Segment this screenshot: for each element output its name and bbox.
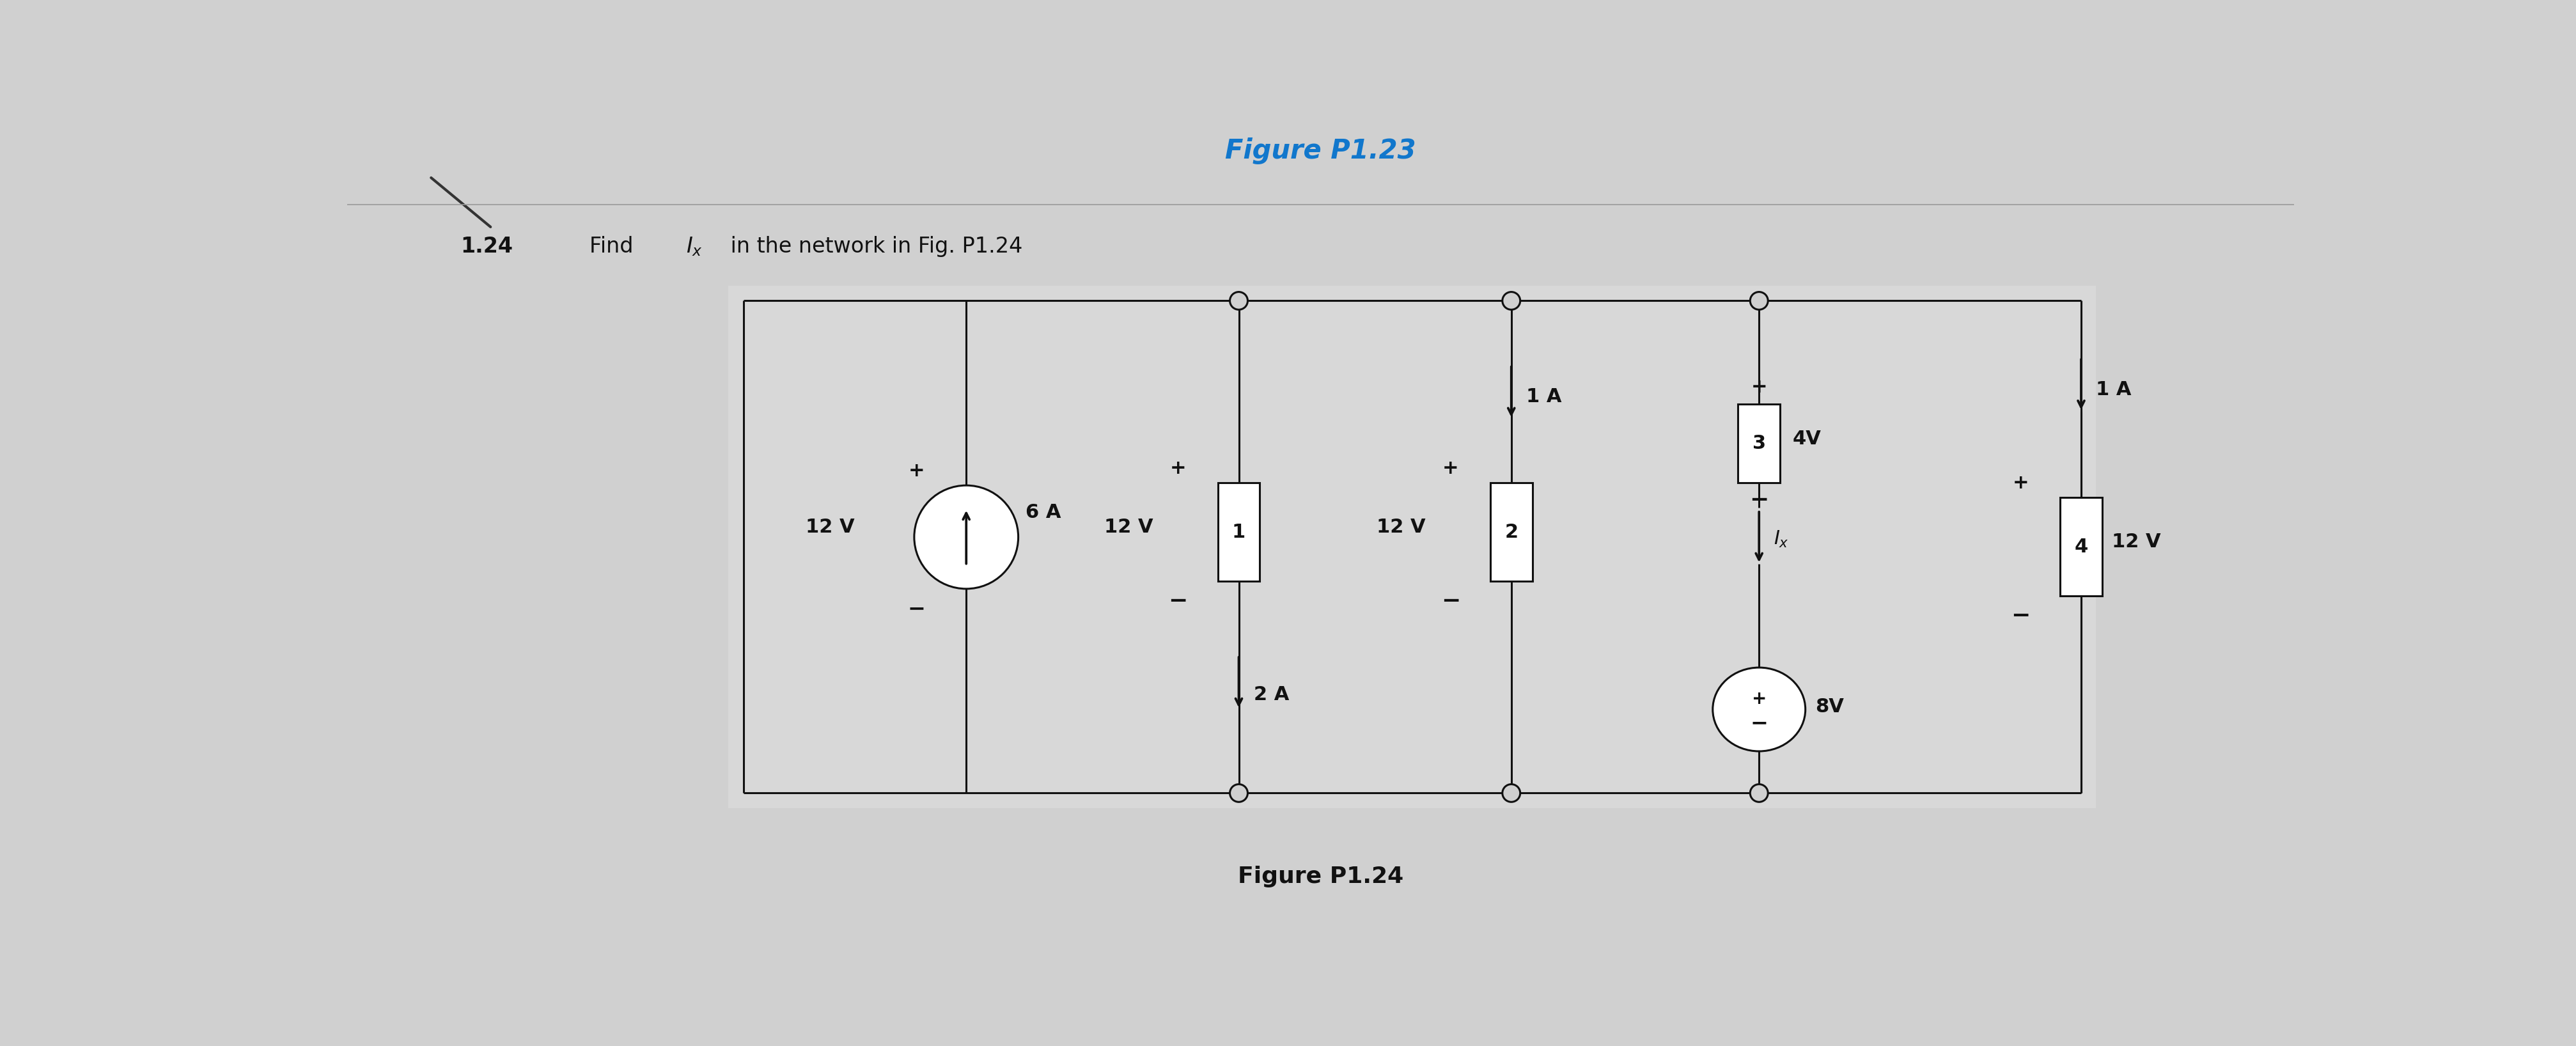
Text: 4V: 4V — [1793, 429, 1821, 448]
Text: 3: 3 — [1752, 434, 1765, 453]
Text: in the network in Fig. P1.24: in the network in Fig. P1.24 — [724, 236, 1023, 257]
Text: $\mathit{I_x}$: $\mathit{I_x}$ — [685, 235, 703, 257]
Circle shape — [1229, 292, 1247, 310]
Text: 4: 4 — [2074, 538, 2087, 556]
Text: −: − — [1440, 590, 1461, 612]
Text: 1.24: 1.24 — [461, 236, 513, 257]
Text: 6 A: 6 A — [1025, 503, 1061, 522]
Text: +: + — [1752, 689, 1767, 707]
Text: 12 V: 12 V — [806, 518, 855, 537]
Text: 1: 1 — [1231, 523, 1244, 542]
Bar — [2061, 498, 2102, 596]
Text: −: − — [1749, 490, 1767, 511]
Ellipse shape — [1713, 667, 1806, 751]
Text: 2 A: 2 A — [1255, 685, 1288, 704]
Circle shape — [914, 485, 1018, 589]
Text: 8V: 8V — [1816, 698, 1844, 717]
Text: Figure P1.23: Figure P1.23 — [1224, 137, 1417, 164]
Text: 12 V: 12 V — [1376, 518, 1425, 537]
Circle shape — [1749, 292, 1767, 310]
Text: −: − — [907, 598, 925, 619]
Text: +: + — [1443, 459, 1458, 477]
Circle shape — [1749, 784, 1767, 802]
Text: Find: Find — [590, 236, 639, 257]
Text: +: + — [909, 461, 925, 480]
Text: +: + — [2012, 474, 2027, 493]
Circle shape — [1229, 784, 1247, 802]
Text: −: − — [1167, 590, 1188, 612]
Text: Figure P1.24: Figure P1.24 — [1236, 866, 1404, 888]
Text: 12 V: 12 V — [1105, 518, 1154, 537]
Bar — [1489, 483, 1533, 582]
Text: 12 V: 12 V — [2112, 532, 2161, 551]
FancyBboxPatch shape — [729, 286, 2094, 808]
Text: −: − — [2009, 605, 2030, 627]
Text: $I_x$: $I_x$ — [1772, 529, 1788, 549]
Text: 1 A: 1 A — [1525, 387, 1561, 406]
Bar — [1739, 404, 1780, 483]
Circle shape — [1502, 784, 1520, 802]
Text: 2: 2 — [1504, 523, 1517, 542]
Bar — [1218, 483, 1260, 582]
Text: +: + — [1752, 378, 1767, 396]
Text: 1 A: 1 A — [2094, 380, 2130, 399]
Text: +: + — [1170, 459, 1185, 477]
Circle shape — [1502, 292, 1520, 310]
Text: −: − — [1749, 712, 1767, 733]
